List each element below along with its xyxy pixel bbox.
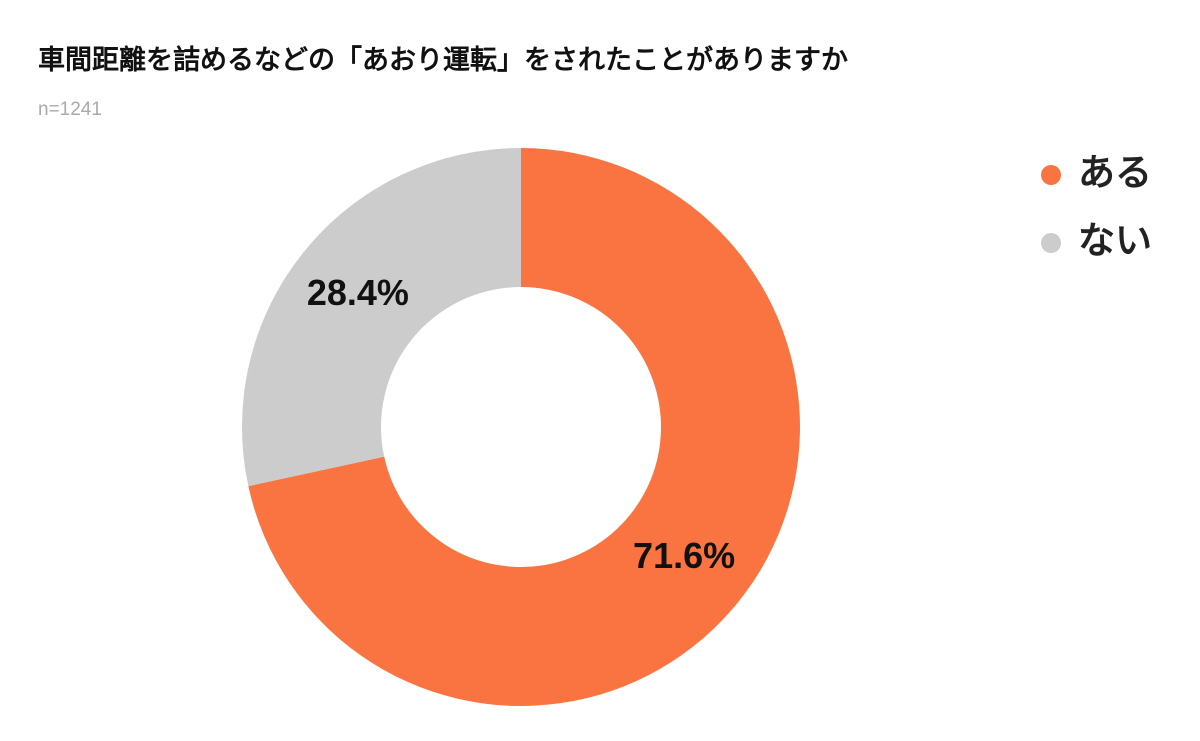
value-label: 71.6% xyxy=(633,535,735,576)
donut-slice xyxy=(248,148,801,707)
value-label: 28.4% xyxy=(307,272,409,313)
legend-swatch xyxy=(1041,165,1061,185)
chart-title: 車間距離を詰めるなどの「あおり運転」をされたことがありますか xyxy=(38,44,848,75)
donut-slice xyxy=(242,148,521,487)
chart-subtitle: n=1241 xyxy=(38,99,102,120)
legend-swatch xyxy=(1041,233,1061,253)
legend-label: ない xyxy=(1078,220,1152,261)
legend-label: ある xyxy=(1078,152,1152,193)
